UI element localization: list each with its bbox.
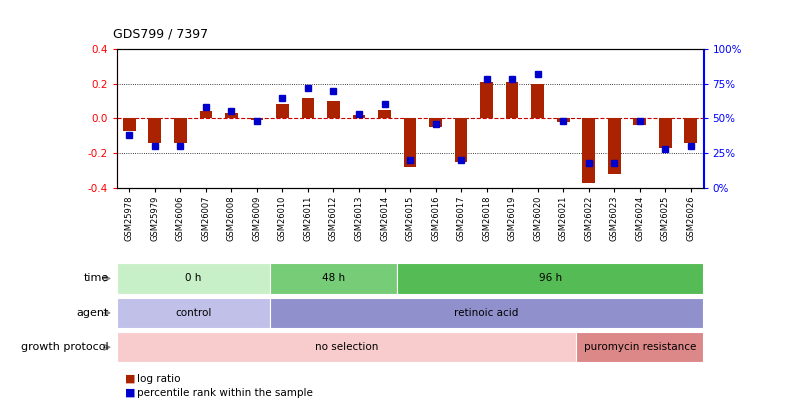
Bar [454, 118, 467, 162]
Text: 96 h: 96 h [538, 273, 561, 283]
Text: time: time [84, 273, 108, 283]
Bar [531, 83, 544, 118]
Bar [479, 82, 492, 118]
Bar [556, 118, 569, 122]
Text: no selection: no selection [314, 342, 377, 352]
Text: puromycin resistance: puromycin resistance [583, 342, 695, 352]
Bar [251, 118, 263, 120]
Bar [275, 104, 288, 118]
Bar [429, 118, 442, 127]
Bar [658, 118, 671, 148]
Text: 0 h: 0 h [185, 273, 201, 283]
Bar [505, 82, 518, 118]
Text: growth protocol: growth protocol [21, 342, 108, 352]
Bar [607, 118, 620, 174]
Bar [633, 118, 646, 126]
Text: ■: ■ [124, 374, 135, 384]
Bar [353, 115, 365, 118]
Bar [301, 98, 314, 118]
Text: agent: agent [76, 308, 108, 318]
Bar [683, 118, 696, 143]
Text: retinoic acid: retinoic acid [454, 308, 518, 318]
Bar [377, 110, 390, 118]
Text: GDS799 / 7397: GDS799 / 7397 [112, 28, 207, 40]
Text: ■: ■ [124, 388, 135, 398]
Text: control: control [175, 308, 211, 318]
Text: percentile rank within the sample: percentile rank within the sample [137, 388, 312, 398]
Bar [173, 118, 186, 143]
Bar [327, 101, 340, 118]
Text: log ratio: log ratio [137, 374, 180, 384]
Bar [149, 118, 161, 143]
Bar [123, 118, 136, 131]
Text: 48 h: 48 h [321, 273, 344, 283]
Bar [199, 111, 212, 118]
Bar [225, 113, 238, 118]
Bar [403, 118, 416, 167]
Bar [581, 118, 594, 183]
